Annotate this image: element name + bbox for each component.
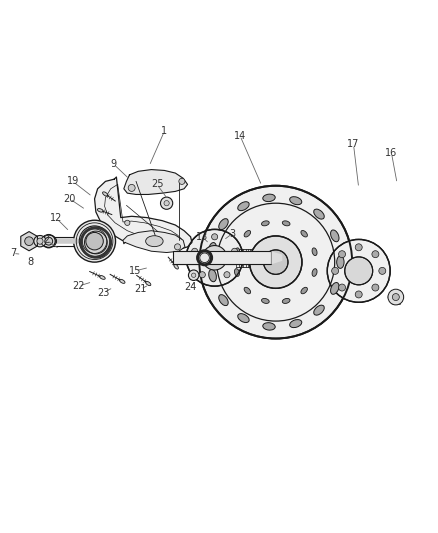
- Circle shape: [86, 232, 103, 250]
- Ellipse shape: [314, 305, 324, 315]
- Circle shape: [192, 248, 198, 254]
- Ellipse shape: [234, 269, 240, 277]
- Circle shape: [388, 289, 404, 305]
- Circle shape: [355, 291, 362, 298]
- Circle shape: [79, 226, 110, 256]
- Circle shape: [392, 294, 399, 301]
- Ellipse shape: [331, 282, 339, 294]
- Ellipse shape: [209, 243, 216, 255]
- Ellipse shape: [42, 235, 55, 248]
- Circle shape: [332, 268, 339, 274]
- Circle shape: [232, 248, 238, 254]
- Ellipse shape: [290, 320, 302, 328]
- Ellipse shape: [244, 287, 251, 294]
- Ellipse shape: [301, 230, 307, 237]
- Ellipse shape: [263, 322, 275, 330]
- Circle shape: [164, 200, 169, 206]
- Circle shape: [191, 273, 196, 277]
- Ellipse shape: [283, 298, 290, 303]
- Circle shape: [345, 257, 373, 285]
- Circle shape: [125, 220, 130, 225]
- Circle shape: [37, 238, 43, 244]
- Ellipse shape: [331, 230, 339, 242]
- Circle shape: [250, 236, 302, 288]
- Ellipse shape: [261, 298, 269, 303]
- Circle shape: [186, 229, 243, 286]
- Ellipse shape: [263, 194, 275, 201]
- Text: 1: 1: [161, 126, 167, 136]
- Circle shape: [379, 268, 386, 274]
- Circle shape: [372, 284, 379, 291]
- Text: 19: 19: [67, 176, 79, 187]
- Text: 13: 13: [196, 232, 208, 242]
- Circle shape: [264, 250, 288, 274]
- Circle shape: [188, 270, 199, 280]
- Circle shape: [339, 251, 346, 257]
- FancyBboxPatch shape: [173, 251, 272, 264]
- Polygon shape: [95, 177, 192, 250]
- Ellipse shape: [337, 256, 344, 269]
- Text: 25: 25: [151, 180, 163, 189]
- Ellipse shape: [261, 221, 269, 226]
- Ellipse shape: [145, 281, 151, 286]
- Ellipse shape: [244, 230, 251, 237]
- Ellipse shape: [290, 197, 302, 205]
- Circle shape: [199, 272, 205, 278]
- Ellipse shape: [238, 313, 249, 322]
- Text: 22: 22: [72, 281, 85, 291]
- Text: 8: 8: [27, 257, 33, 267]
- Ellipse shape: [312, 248, 317, 256]
- Circle shape: [174, 244, 180, 250]
- Circle shape: [327, 239, 390, 302]
- Ellipse shape: [102, 192, 108, 196]
- Text: 2: 2: [43, 235, 49, 245]
- Polygon shape: [124, 169, 187, 195]
- Ellipse shape: [283, 221, 290, 226]
- Text: 9: 9: [110, 159, 117, 169]
- Text: 17: 17: [347, 139, 360, 149]
- Circle shape: [202, 246, 227, 270]
- Text: 21: 21: [134, 284, 147, 294]
- Polygon shape: [272, 251, 283, 264]
- Circle shape: [355, 244, 362, 251]
- Circle shape: [128, 184, 135, 191]
- Ellipse shape: [234, 248, 240, 256]
- Ellipse shape: [174, 264, 178, 269]
- Text: 23: 23: [97, 288, 110, 298]
- Circle shape: [160, 197, 173, 209]
- Text: 20: 20: [64, 194, 76, 204]
- Ellipse shape: [45, 237, 53, 245]
- Ellipse shape: [209, 269, 216, 282]
- Polygon shape: [123, 231, 185, 253]
- Ellipse shape: [146, 236, 163, 247]
- Circle shape: [25, 237, 33, 246]
- Circle shape: [199, 185, 352, 338]
- Ellipse shape: [99, 276, 105, 279]
- Circle shape: [74, 220, 116, 262]
- Text: 3: 3: [229, 229, 235, 239]
- Ellipse shape: [97, 208, 103, 212]
- Ellipse shape: [34, 236, 46, 247]
- Text: 12: 12: [50, 214, 63, 223]
- Text: 24: 24: [184, 282, 197, 292]
- Circle shape: [372, 251, 379, 257]
- Text: 15: 15: [129, 266, 141, 276]
- Ellipse shape: [238, 201, 249, 211]
- Circle shape: [339, 284, 346, 291]
- Polygon shape: [21, 231, 37, 251]
- Ellipse shape: [120, 279, 125, 284]
- Ellipse shape: [219, 295, 228, 305]
- Circle shape: [224, 272, 230, 278]
- Ellipse shape: [219, 219, 228, 230]
- Circle shape: [212, 234, 218, 240]
- Text: 14: 14: [234, 131, 246, 141]
- Ellipse shape: [314, 209, 324, 219]
- Text: 16: 16: [385, 148, 398, 158]
- Ellipse shape: [301, 287, 307, 294]
- Text: 7: 7: [10, 248, 16, 259]
- Circle shape: [179, 179, 185, 184]
- Ellipse shape: [312, 269, 317, 277]
